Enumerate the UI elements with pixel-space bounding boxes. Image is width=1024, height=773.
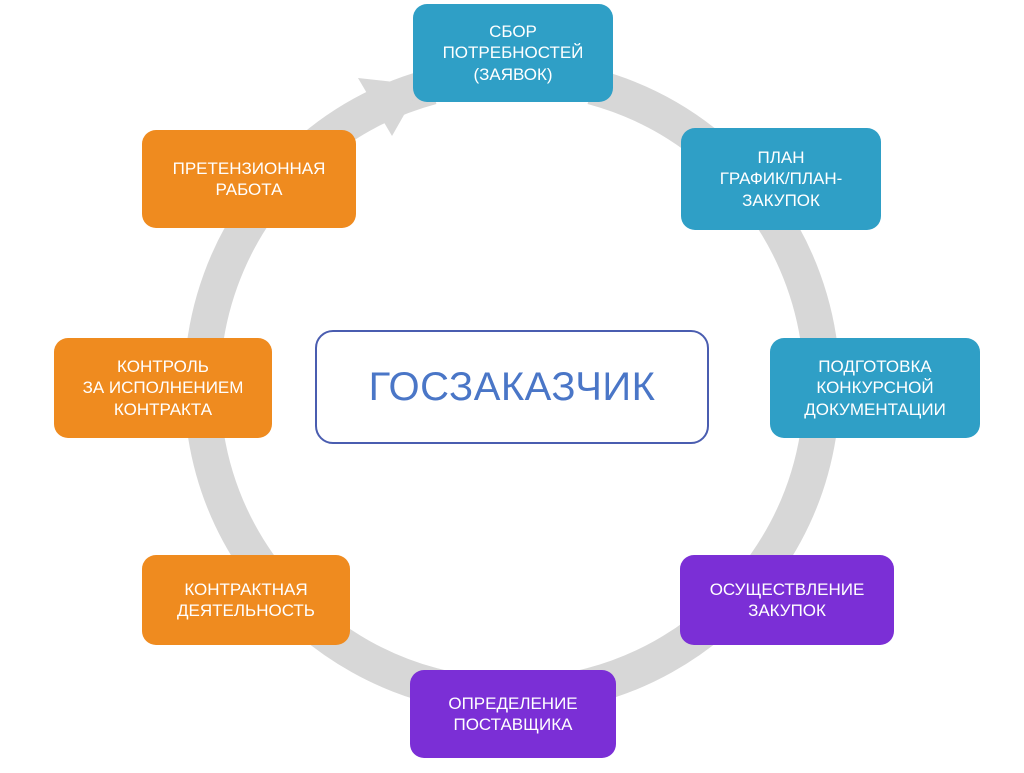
cycle-node-n3: ПОДГОТОВКА КОНКУРСНОЙ ДОКУМЕНТАЦИИ (770, 338, 980, 438)
cycle-node-label: КОНТРАКТНАЯ ДЕЯТЕЛЬНОСТЬ (177, 579, 315, 622)
center-label: ГОСЗАКАЗЧИК (369, 365, 656, 410)
cycle-node-n7: КОНТРОЛЬ ЗА ИСПОЛНЕНИЕМ КОНТРАКТА (54, 338, 272, 438)
cycle-node-n8: ПРЕТЕНЗИОННАЯ РАБОТА (142, 130, 356, 228)
cycle-node-n2: ПЛАН ГРАФИК/ПЛАН- ЗАКУПОК (681, 128, 881, 230)
cycle-node-label: ОСУЩЕСТВЛЕНИЕ ЗАКУПОК (710, 579, 865, 622)
cycle-node-label: ПРЕТЕНЗИОННАЯ РАБОТА (173, 158, 326, 201)
cycle-node-n5: ОПРЕДЕЛЕНИЕ ПОСТАВЩИКА (410, 670, 616, 758)
cycle-node-label: ПЛАН ГРАФИК/ПЛАН- ЗАКУПОК (720, 147, 843, 211)
center-box: ГОСЗАКАЗЧИК (315, 330, 709, 444)
cycle-node-label: ОПРЕДЕЛЕНИЕ ПОСТАВЩИКА (448, 693, 577, 736)
cycle-node-n4: ОСУЩЕСТВЛЕНИЕ ЗАКУПОК (680, 555, 894, 645)
cycle-node-label: КОНТРОЛЬ ЗА ИСПОЛНЕНИЕМ КОНТРАКТА (83, 356, 244, 420)
cycle-node-n6: КОНТРАКТНАЯ ДЕЯТЕЛЬНОСТЬ (142, 555, 350, 645)
cycle-node-label: ПОДГОТОВКА КОНКУРСНОЙ ДОКУМЕНТАЦИИ (804, 356, 946, 420)
cycle-diagram: ГОСЗАКАЗЧИК СБОР ПОТРЕБНОСТЕЙ (ЗАЯВОК) ПЛ… (0, 0, 1024, 773)
cycle-node-n1: СБОР ПОТРЕБНОСТЕЙ (ЗАЯВОК) (413, 4, 613, 102)
cycle-node-label: СБОР ПОТРЕБНОСТЕЙ (ЗАЯВОК) (443, 21, 584, 85)
